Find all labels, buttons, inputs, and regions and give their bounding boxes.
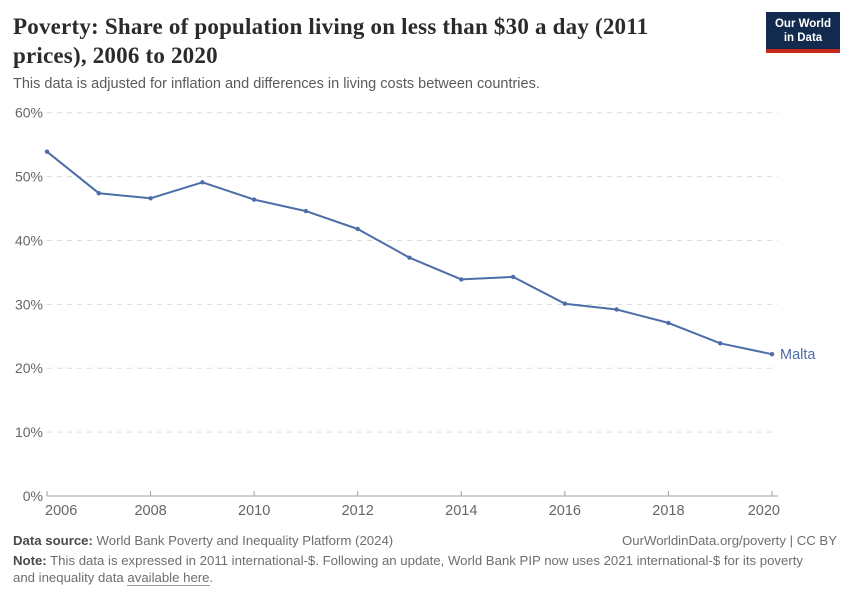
data-point bbox=[718, 341, 723, 346]
data-point bbox=[251, 197, 257, 202]
data-source: Data source: World Bank Poverty and Ineq… bbox=[13, 533, 393, 548]
x-axis-tick-label: 2010 bbox=[238, 503, 270, 519]
chart-title: Poverty: Share of population living on l… bbox=[13, 14, 649, 68]
data-line bbox=[46, 150, 773, 356]
note-text: This data is expressed in 2011 internati… bbox=[13, 553, 803, 585]
owid-logo-line2: in Data bbox=[783, 32, 823, 44]
y-axis-tick-label: 50% bbox=[15, 169, 43, 185]
footer-source-row: Data source: World Bank Poverty and Ineq… bbox=[13, 533, 837, 548]
x-axis-tick-label: 2012 bbox=[342, 503, 374, 519]
footer-note: Note: This data is expressed in 2011 int… bbox=[13, 552, 817, 586]
x-axis-tick-label: 2018 bbox=[652, 503, 684, 519]
note-suffix: . bbox=[209, 570, 214, 585]
available-here-link[interactable]: available here bbox=[127, 570, 210, 586]
data-point bbox=[44, 149, 50, 154]
data-point bbox=[303, 208, 309, 214]
x-axis-tick-label: 2020 bbox=[748, 503, 780, 519]
data-point bbox=[355, 226, 360, 232]
chart-subtitle: This data is adjusted for inflation and … bbox=[13, 76, 540, 92]
x-axis-tick-label: 2006 bbox=[45, 503, 77, 519]
data-point bbox=[407, 255, 412, 260]
y-axis-tick-label: 10% bbox=[15, 424, 43, 440]
note-label: Note: bbox=[13, 553, 47, 568]
y-axis-tick-label: 40% bbox=[15, 232, 43, 248]
data-source-label: Data source: bbox=[13, 533, 93, 548]
data-point bbox=[769, 352, 775, 357]
data-point bbox=[666, 320, 671, 326]
data-point bbox=[200, 180, 205, 185]
data-point bbox=[459, 277, 464, 282]
series-label: Malta bbox=[780, 347, 816, 363]
data-point bbox=[148, 196, 153, 201]
x-axis-tick-label: 2014 bbox=[445, 503, 477, 519]
data-point bbox=[510, 274, 516, 280]
x-axis-tick-label: 2008 bbox=[134, 503, 166, 519]
chart-footer: Data source: World Bank Poverty and Ineq… bbox=[13, 533, 837, 586]
data-point bbox=[614, 307, 619, 312]
data-point bbox=[96, 191, 102, 196]
owid-logo-line1: Our World bbox=[774, 18, 831, 30]
y-axis-tick-label: 0% bbox=[23, 488, 43, 504]
x-axis-tick-label: 2016 bbox=[549, 503, 581, 519]
y-axis-tick-label: 60% bbox=[15, 105, 43, 121]
license-text: OurWorldinData.org/poverty | CC BY bbox=[622, 533, 837, 548]
y-axis-tick-label: 20% bbox=[15, 360, 43, 376]
data-point bbox=[562, 301, 568, 306]
y-axis-tick-label: 30% bbox=[15, 296, 43, 312]
data-source-value: World Bank Poverty and Inequality Platfo… bbox=[92, 533, 394, 548]
owid-logo: Our World in Data bbox=[766, 12, 840, 53]
